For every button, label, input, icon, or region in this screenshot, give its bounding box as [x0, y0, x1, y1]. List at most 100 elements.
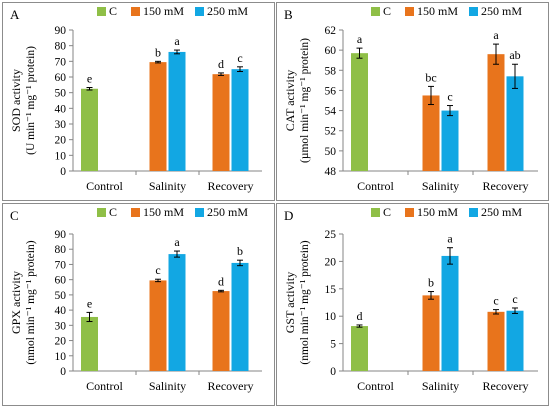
legend-label: 250 mM: [207, 4, 248, 18]
bar: [506, 76, 524, 171]
y-axis-label: SOD activity: [9, 69, 23, 132]
y-tick-label: 30: [55, 119, 67, 131]
y-tick-label: 50: [55, 290, 67, 302]
x-tick-label: Recovery: [483, 179, 529, 193]
x-tick-label: Control: [357, 379, 394, 393]
significance-letter: c: [155, 263, 160, 277]
significance-letter: a: [357, 32, 363, 46]
y-tick-label: 60: [55, 72, 67, 84]
bar: [441, 110, 459, 171]
bar: [212, 74, 230, 171]
bar: [168, 51, 186, 171]
significance-letter: c: [447, 90, 452, 104]
legend-swatch: [195, 7, 204, 16]
legend-swatch: [195, 208, 204, 217]
legend-swatch: [469, 7, 478, 16]
bar: [212, 291, 230, 371]
x-tick-label: Salinity: [149, 379, 186, 393]
panel-frame: [2, 2, 275, 201]
significance-letter: b: [428, 276, 434, 290]
significance-letter: bc: [425, 70, 436, 84]
legend-label: 150 mM: [143, 205, 184, 219]
y-tick-label: 15: [325, 284, 337, 296]
y-tick-label: 62: [325, 25, 337, 37]
panel-label: C: [10, 208, 19, 223]
y-tick-label: 90: [55, 229, 67, 241]
bar: [81, 88, 98, 171]
legend-label: C: [109, 4, 117, 18]
x-tick-label: Control: [86, 379, 123, 393]
y-tick-label: 10: [55, 150, 67, 162]
significance-letter: c: [237, 51, 242, 65]
x-tick-label: Salinity: [422, 179, 459, 193]
legend-swatch: [131, 7, 140, 16]
y-tick-label: 56: [325, 85, 337, 97]
significance-letter: d: [218, 57, 224, 71]
x-tick-label: Control: [357, 179, 394, 193]
y-tick-label: 25: [325, 229, 337, 241]
significance-letter: b: [155, 45, 161, 59]
y-axis-label-unit: (U min⁻¹ mg⁻¹ protein): [25, 46, 37, 155]
bar: [487, 311, 505, 371]
y-tick-label: 80: [55, 41, 67, 53]
legend-label: 150 mM: [143, 4, 184, 18]
x-tick-label: Salinity: [149, 179, 186, 193]
bar: [81, 316, 98, 371]
y-axis-label-unit: (µmol min⁻¹ mg⁻¹ protein): [299, 38, 311, 163]
bar: [506, 310, 524, 371]
y-tick-label: 48: [325, 166, 337, 178]
x-tick-label: Control: [86, 179, 123, 193]
legend-label: C: [383, 205, 391, 219]
bar: [487, 54, 505, 171]
panel-label: D: [284, 208, 293, 223]
y-tick-label: 5: [330, 339, 336, 351]
legend-swatch: [405, 7, 414, 16]
y-tick-label: 20: [55, 135, 67, 147]
x-tick-label: Recovery: [208, 379, 254, 393]
panel-label: A: [10, 7, 20, 22]
bar: [149, 62, 167, 171]
legend-swatch: [371, 7, 380, 16]
y-tick-label: 0: [60, 366, 66, 378]
significance-letter: d: [218, 274, 224, 288]
x-tick-label: Salinity: [422, 379, 459, 393]
y-tick-label: 20: [55, 336, 67, 348]
y-tick-label: 58: [325, 65, 337, 77]
significance-letter: a: [174, 235, 180, 249]
panel-frame: [276, 2, 549, 201]
significance-letter: a: [493, 28, 499, 42]
chart-panel-d: D C 150 mM 250 mM 0 5 10 15 20 25 GST activity (nmo…: [276, 203, 549, 406]
y-tick-label: 70: [55, 259, 67, 271]
legend-label: 150 mM: [417, 4, 458, 18]
y-tick-label: 70: [55, 56, 67, 68]
panel-frame: [276, 203, 549, 406]
bar: [231, 69, 249, 171]
panel-frame: [2, 203, 275, 406]
bar: [441, 255, 459, 371]
legend-swatch: [371, 208, 380, 217]
y-tick-label: 10: [55, 351, 67, 363]
significance-letter: ab: [509, 48, 520, 62]
panel-label: B: [284, 7, 293, 22]
bar: [231, 262, 249, 371]
y-tick-label: 90: [55, 25, 67, 37]
y-tick-label: 0: [330, 366, 336, 378]
legend-label: C: [383, 4, 391, 18]
significance-letter: a: [447, 232, 453, 246]
y-axis-label-unit: (nmol min⁻¹ mg⁻¹ protein): [25, 240, 37, 364]
bar: [422, 295, 440, 371]
y-tick-label: 80: [55, 244, 67, 256]
y-tick-label: 40: [55, 103, 67, 115]
bar: [422, 95, 440, 171]
y-tick-label: 50: [55, 88, 67, 100]
significance-letter: a: [174, 34, 180, 48]
significance-letter: b: [237, 244, 243, 258]
significance-letter: e: [87, 296, 92, 310]
y-tick-label: 40: [55, 305, 67, 317]
y-tick-label: 60: [55, 275, 67, 287]
y-axis-label: CAT activity: [283, 70, 297, 131]
y-axis-label: GST activity: [283, 272, 297, 333]
significance-letter: d: [357, 309, 363, 323]
y-tick-label: 20: [325, 256, 337, 268]
